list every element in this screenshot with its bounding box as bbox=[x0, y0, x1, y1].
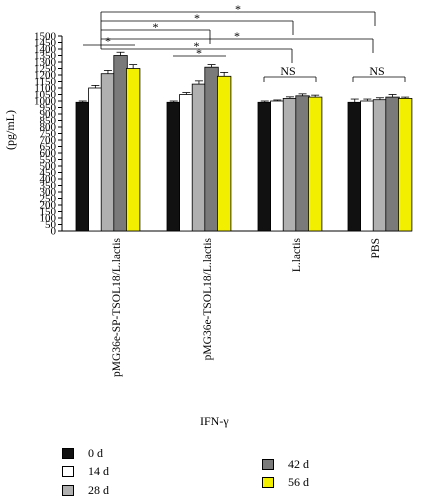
bar-14d-0 bbox=[88, 87, 103, 232]
legend-label: 14 d bbox=[88, 464, 109, 478]
y-tick-label: 850 bbox=[40, 115, 57, 127]
y-tick-label: 1250 bbox=[34, 63, 57, 75]
y-tick-label: 300 bbox=[40, 187, 57, 199]
y-tick-label: 1500 bbox=[34, 31, 57, 43]
legend-swatch bbox=[262, 459, 274, 470]
bar-56d-1 bbox=[216, 75, 232, 232]
y-tick-label: 400 bbox=[40, 174, 57, 186]
category-labels: pMG36e-SP-TSOL18/L.lactis pMG36e-TSOL18/L… bbox=[111, 237, 382, 376]
y-tick-label: 900 bbox=[40, 109, 57, 121]
y-axis-label: (pg/mL) bbox=[3, 110, 17, 150]
bar-chart: 0501001502002503003504004505005506006507… bbox=[3, 2, 413, 377]
bar-0d-0 bbox=[75, 101, 90, 232]
y-tick-label: 650 bbox=[40, 141, 57, 153]
significance-star: * bbox=[194, 39, 200, 53]
ns-label: NS bbox=[369, 64, 384, 78]
y-tick-label: 450 bbox=[40, 167, 57, 179]
bar-28d-1 bbox=[191, 83, 207, 232]
y-tick-label: 600 bbox=[40, 148, 57, 160]
category-label: pMG36e-SP-TSOL18/L.lactis bbox=[111, 237, 123, 376]
legend-item: 28 d bbox=[62, 483, 109, 498]
y-tick-label: 150 bbox=[40, 206, 57, 218]
significance-star: * bbox=[235, 2, 241, 16]
bar-0d-3 bbox=[347, 101, 362, 232]
bar-14d-1 bbox=[179, 94, 194, 232]
y-tick-label: 550 bbox=[40, 154, 57, 166]
significance-annotations: *******NS NS bbox=[83, 2, 406, 82]
legend-swatch bbox=[62, 466, 74, 477]
legend-swatch bbox=[62, 448, 74, 459]
bar-56d-0 bbox=[126, 68, 141, 232]
y-tick-label: 1150 bbox=[34, 76, 56, 88]
legend-swatch bbox=[262, 477, 274, 488]
significance-star: * bbox=[196, 46, 202, 60]
bar-42d-1 bbox=[204, 66, 219, 232]
y-tick-label: 350 bbox=[40, 180, 57, 192]
y-tick-label: 1050 bbox=[34, 89, 57, 101]
legend-label: 42 d bbox=[288, 457, 309, 471]
bars bbox=[75, 55, 413, 232]
legend-swatch bbox=[62, 485, 74, 496]
legend-item: 56 d bbox=[262, 475, 309, 490]
category-label: pMG36e-TSOL18/L.lactis bbox=[202, 237, 214, 360]
y-tick-label: 1350 bbox=[34, 50, 57, 62]
bar-28d-3 bbox=[372, 99, 388, 232]
ns-label: NS bbox=[280, 64, 295, 78]
y-tick-label: 200 bbox=[40, 200, 57, 212]
y-tick-label: 500 bbox=[40, 161, 57, 173]
bar-28d-0 bbox=[100, 73, 116, 232]
error-bars bbox=[78, 51, 410, 103]
y-tick-label: 50 bbox=[45, 219, 57, 231]
bar-0d-2 bbox=[257, 101, 272, 232]
legend-label: 56 d bbox=[288, 475, 309, 489]
y-tick-label: 800 bbox=[40, 122, 57, 134]
significance-star: * bbox=[234, 29, 240, 43]
bar-56d-3 bbox=[397, 98, 413, 232]
y-axis: 0501001502002503003504004505005506006507… bbox=[34, 31, 412, 238]
y-tick-label: 950 bbox=[40, 102, 57, 114]
y-tick-label: 700 bbox=[40, 135, 57, 147]
x-axis-label: IFN-γ bbox=[200, 414, 229, 428]
legend-item: 0 d bbox=[62, 446, 103, 461]
y-tick-label: 100 bbox=[40, 213, 57, 225]
category-label: L.lactis bbox=[291, 237, 303, 272]
bar-42d-2 bbox=[295, 95, 310, 232]
legend-label: 0 d bbox=[88, 446, 103, 460]
significance-star: * bbox=[194, 11, 200, 25]
legend: 0 d 14 d 28 d 42 d 56 d bbox=[0, 440, 425, 500]
y-tick-label: 750 bbox=[40, 128, 57, 140]
y-tick-label: 1400 bbox=[34, 44, 57, 56]
bar-14d-2 bbox=[270, 100, 285, 232]
y-tick-label: 1450 bbox=[34, 37, 57, 49]
y-tick-label: 0 bbox=[51, 226, 57, 238]
bar-28d-2 bbox=[282, 98, 298, 232]
significance-star: * bbox=[105, 34, 111, 48]
legend-item: 42 d bbox=[262, 457, 309, 472]
bar-0d-1 bbox=[166, 101, 181, 232]
y-tick-label: 1200 bbox=[34, 70, 57, 82]
legend-item: 14 d bbox=[62, 464, 109, 479]
bar-42d-0 bbox=[113, 55, 128, 232]
bar-42d-3 bbox=[385, 96, 400, 232]
bar-56d-2 bbox=[307, 96, 323, 232]
category-label: PBS bbox=[370, 238, 382, 258]
bar-14d-3 bbox=[360, 100, 375, 232]
legend-label: 28 d bbox=[88, 483, 109, 497]
y-tick-label: 1100 bbox=[34, 83, 56, 95]
y-tick-label: 1300 bbox=[34, 57, 57, 69]
y-tick-label: 250 bbox=[40, 193, 57, 205]
y-tick-label: 1000 bbox=[34, 96, 57, 108]
significance-star: * bbox=[153, 20, 159, 34]
